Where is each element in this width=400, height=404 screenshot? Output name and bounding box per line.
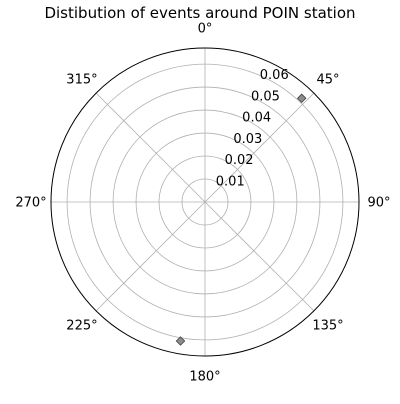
theta-spoke-1 [204, 92, 315, 203]
theta-spoke-3 [204, 201, 315, 312]
data-point-1 [278, 338, 289, 349]
chart-title: Distibution of events around POIN statio… [44, 4, 356, 22]
theta-tick-label-7: 315° [66, 72, 97, 87]
theta-spoke-7 [95, 92, 206, 203]
label-layer: 0° 45° 90° 135° 180° 225° 270° 315° 0.01 0.02 0.03… [15, 22, 390, 385]
theta-tick-label-2: 90° [367, 196, 390, 211]
data-point-2 [175, 336, 186, 346]
data-point-0 [296, 93, 307, 104]
r-tick-label-4: 0.05 [251, 89, 280, 104]
r-tick-label-0: 0.01 [216, 174, 245, 189]
spine-layer [50, 47, 360, 357]
r-tick-label-3: 0.04 [242, 111, 271, 126]
theta-tick-label-0: 0° [198, 22, 213, 37]
theta-tick-label-5: 225° [66, 319, 97, 334]
spoke-layer [51, 48, 359, 356]
data-point-3 [106, 326, 116, 337]
points-layer [106, 93, 307, 349]
theta-tick-label-3: 135° [312, 319, 343, 334]
polar-spine [50, 47, 360, 357]
theta-spoke-5 [95, 201, 206, 312]
theta-tick-label-1: 45° [317, 72, 340, 87]
r-tick-label-1: 0.02 [225, 153, 254, 168]
r-tick-label-5: 0.06 [260, 68, 289, 83]
theta-tick-label-4: 180° [189, 370, 220, 385]
r-tick-label-2: 0.03 [233, 132, 262, 147]
theta-tick-label-6: 270° [15, 196, 46, 211]
